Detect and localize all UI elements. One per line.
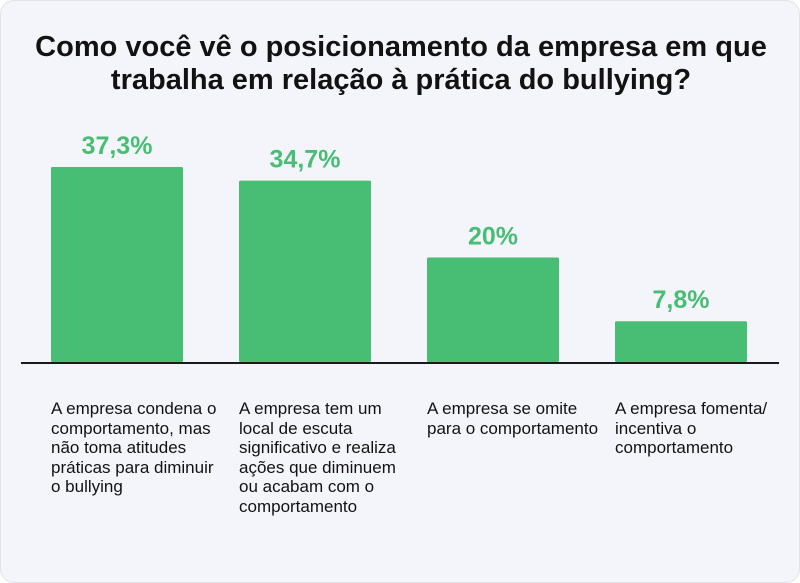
category-label-escuta: A empresa tem um local de escuta signifi…: [239, 399, 396, 516]
value-label-condena: 37,3%: [82, 132, 153, 160]
chart-title: Como você vê o posicionamento da empresa…: [35, 31, 767, 96]
bar-omite: [427, 257, 559, 362]
bar-condena: [51, 167, 183, 362]
category-label-fomenta: A empresa fomenta/ incentiva o comportam…: [615, 399, 768, 457]
bar-escuta: [239, 180, 371, 362]
value-label-escuta: 34,7%: [270, 146, 341, 174]
category-label-condena: A empresa condena o comportamento, mas n…: [51, 399, 217, 496]
category-label-omite: A empresa se omite para o comportamento: [427, 399, 599, 438]
bars-group: [51, 167, 747, 362]
value-label-omite: 20%: [468, 222, 518, 250]
bar-fomenta: [615, 321, 747, 362]
value-labels-group: 37,3% 34,7% 20% 7,8%: [82, 132, 710, 314]
value-label-fomenta: 7,8%: [653, 286, 710, 314]
